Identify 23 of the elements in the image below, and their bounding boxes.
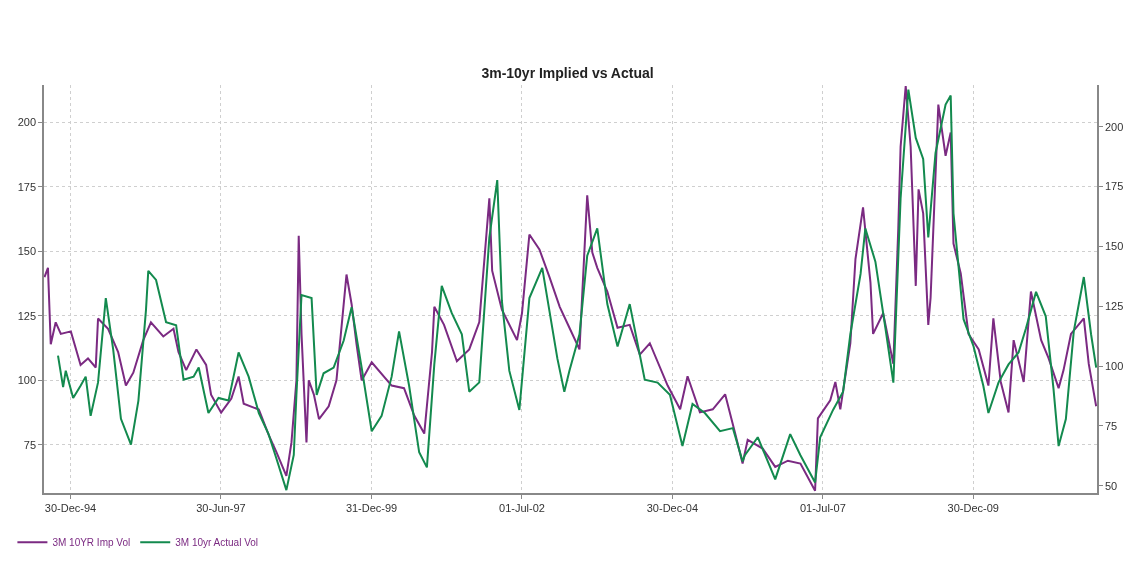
y-tick-label: 125: [17, 309, 37, 322]
y-tick-label: 150: [17, 245, 37, 258]
x-tick-label: 31-Dec-99: [345, 501, 398, 514]
chart-title: 3m-10yr Implied vs Actual: [481, 64, 654, 81]
legend-label: 3M 10yr Actual Vol: [175, 537, 259, 549]
y2-tick-label: 100: [1104, 359, 1124, 372]
y-tick-label: 200: [17, 116, 37, 129]
x-tick-label: 30-Dec-94: [44, 501, 97, 514]
y-tick-label: 75: [23, 438, 37, 451]
y2-tick-label: 125: [1104, 300, 1124, 313]
y-tick-label: 175: [17, 180, 37, 193]
y2-tick-label: 175: [1104, 180, 1124, 193]
x-tick-label: 01-Jul-07: [799, 501, 846, 514]
x-tick-label: 30-Jun-97: [196, 501, 246, 514]
y2-tick-label: 75: [1104, 419, 1118, 432]
y-tick-label: 100: [17, 374, 37, 387]
legend-label: 3M 10YR Imp Vol: [52, 537, 131, 549]
x-tick-label: 01-Jul-02: [499, 501, 545, 514]
x-tick-label: 30-Dec-04: [646, 501, 699, 514]
y2-tick-label: 50: [1104, 479, 1118, 492]
x-tick-label: 30-Dec-09: [947, 501, 999, 514]
y2-tick-label: 150: [1104, 240, 1124, 253]
y2-tick-label: 200: [1104, 120, 1124, 133]
